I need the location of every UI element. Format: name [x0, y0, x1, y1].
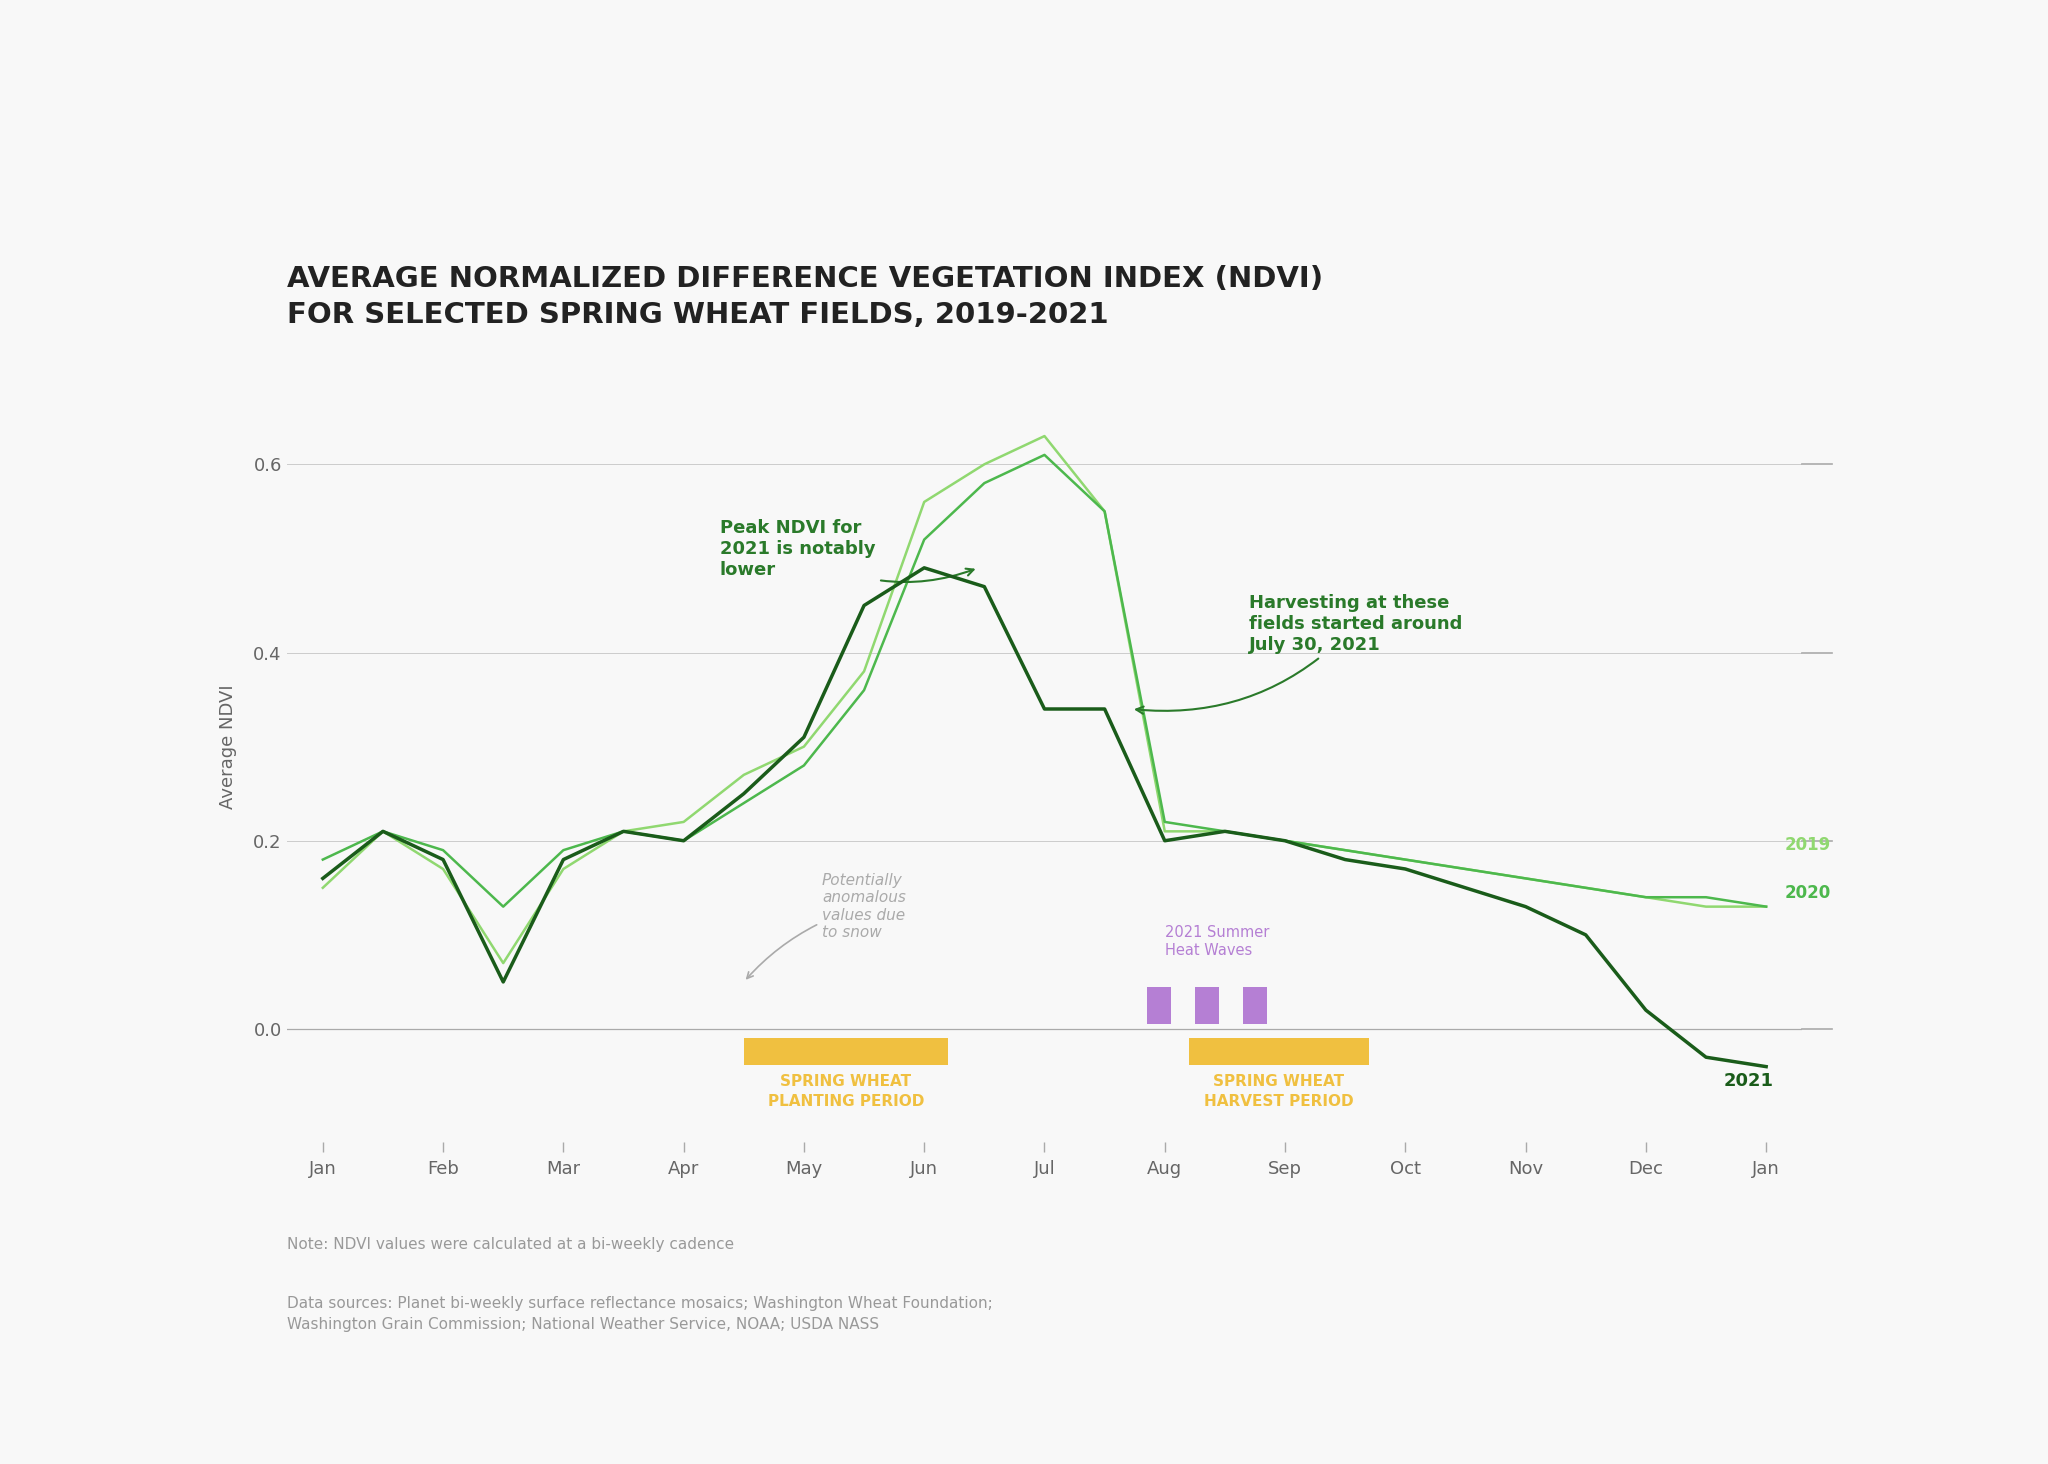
- Text: 2019: 2019: [1784, 836, 1831, 855]
- Text: Note: NDVI values were calculated at a bi-weekly cadence: Note: NDVI values were calculated at a b…: [287, 1237, 733, 1252]
- Text: 2021: 2021: [1724, 1072, 1774, 1089]
- Bar: [1188, 1038, 1370, 1064]
- Bar: [743, 1038, 948, 1064]
- Text: 2020: 2020: [1784, 883, 1831, 902]
- Text: SPRING WHEAT
PLANTING PERIOD: SPRING WHEAT PLANTING PERIOD: [768, 1075, 924, 1108]
- Text: Peak NDVI for
2021 is notably
lower: Peak NDVI for 2021 is notably lower: [719, 520, 973, 583]
- Bar: [1194, 987, 1219, 1025]
- Text: FOR SELECTED SPRING WHEAT FIELDS, 2019-2021: FOR SELECTED SPRING WHEAT FIELDS, 2019-2…: [287, 302, 1108, 329]
- Text: Data sources: Planet bi-weekly surface reflectance mosaics; Washington Wheat Fou: Data sources: Planet bi-weekly surface r…: [287, 1296, 993, 1332]
- Text: Harvesting at these
fields started around
July 30, 2021: Harvesting at these fields started aroun…: [1137, 594, 1462, 714]
- Text: AVERAGE NORMALIZED DIFFERENCE VEGETATION INDEX (NDVI): AVERAGE NORMALIZED DIFFERENCE VEGETATION…: [287, 265, 1323, 293]
- Bar: [1147, 987, 1171, 1025]
- Y-axis label: Average NDVI: Average NDVI: [219, 684, 238, 810]
- Text: SPRING WHEAT
HARVEST PERIOD: SPRING WHEAT HARVEST PERIOD: [1204, 1075, 1354, 1108]
- Text: Potentially
anomalous
values due
to snow: Potentially anomalous values due to snow: [748, 873, 905, 978]
- Text: 2021 Summer
Heat Waves: 2021 Summer Heat Waves: [1165, 925, 1270, 959]
- Bar: [1243, 987, 1268, 1025]
